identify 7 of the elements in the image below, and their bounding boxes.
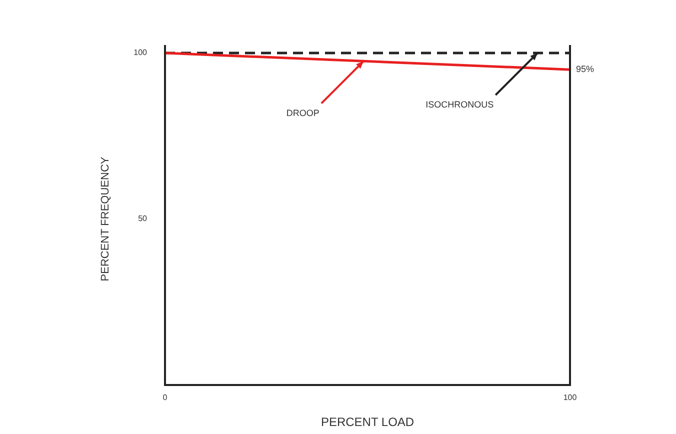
x-axis-title: PERCENT LOAD	[320, 415, 414, 430]
x-tick-label: 0	[162, 393, 168, 402]
annotation: DROOP	[286, 108, 320, 118]
annotation: ISOCHRONOUS	[426, 99, 494, 110]
y-axis-title: PERCENT FREQUENCY	[100, 156, 112, 282]
y-tick-label: 50	[138, 214, 148, 224]
data-label: 95%	[576, 64, 594, 74]
